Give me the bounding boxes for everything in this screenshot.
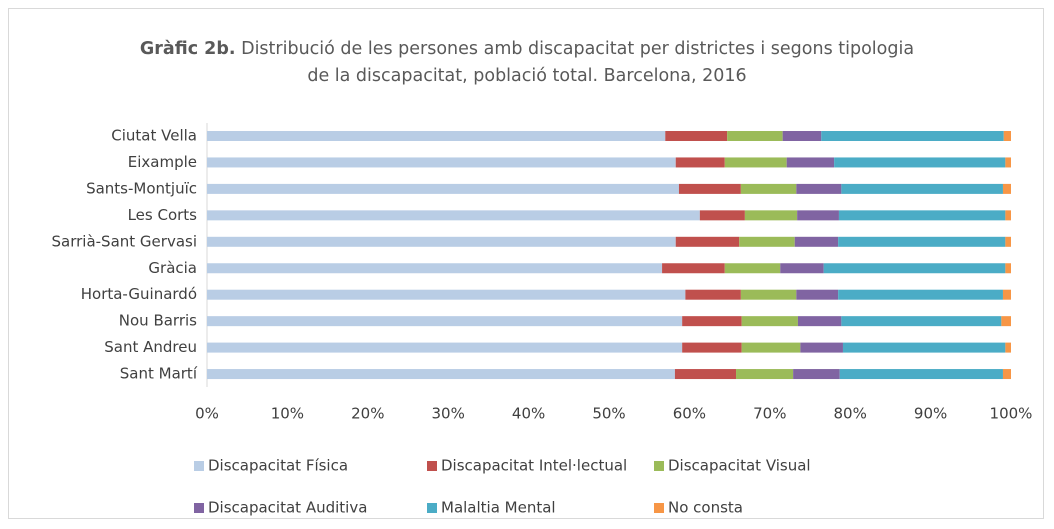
- bar-segment: [797, 210, 839, 221]
- bar-segment: [699, 210, 745, 221]
- bar-segment: [741, 316, 798, 327]
- x-tick-label: 70%: [753, 405, 786, 423]
- bar-segment: [207, 131, 666, 141]
- y-tick-label: Ciutat Vella: [111, 127, 197, 145]
- bar-segment: [207, 157, 676, 168]
- bar-segment: [207, 289, 686, 300]
- bar-segment: [1002, 289, 1011, 300]
- legend-label: Malaltia Mental: [441, 499, 556, 517]
- y-tick-label: Eixample: [128, 153, 197, 171]
- bar-segment: [842, 342, 1006, 353]
- bar-segment: [674, 369, 737, 380]
- bar-segment: [207, 316, 683, 327]
- bar-segment: [796, 289, 839, 300]
- bar-segment: [1001, 316, 1011, 327]
- bar-segment: [1005, 236, 1011, 247]
- bar-segment: [739, 236, 795, 247]
- chart-title: Gràfic 2b. Distribució de les persones a…: [137, 36, 917, 90]
- bar-segment: [841, 316, 1002, 327]
- bar-segment: [821, 131, 1004, 141]
- bar-segment: [727, 131, 783, 141]
- bar-segment: [1003, 131, 1011, 141]
- legend-swatch: [194, 461, 204, 471]
- x-tick-label: 30%: [432, 405, 465, 423]
- bar-segment: [207, 183, 679, 194]
- bar-segment: [838, 210, 1006, 221]
- bar-segment: [796, 183, 842, 194]
- x-tick-label: 40%: [512, 405, 545, 423]
- y-tick-label: Sant Andreu: [104, 338, 197, 356]
- bar-segment: [662, 263, 725, 274]
- x-tick-label: 10%: [271, 405, 304, 423]
- bar-segment: [740, 183, 797, 194]
- x-tick-label: 90%: [914, 405, 947, 423]
- bar-segment: [741, 342, 801, 353]
- x-tick-label: 80%: [834, 405, 867, 423]
- bar-segment: [675, 157, 725, 168]
- bar-segment: [682, 342, 742, 353]
- bar-segment: [793, 369, 840, 380]
- x-tick-label: 100%: [990, 405, 1033, 423]
- bar-segment: [786, 157, 835, 168]
- bar-segment: [685, 289, 741, 300]
- bar-segment: [1002, 183, 1011, 194]
- chart-frame: [8, 8, 1044, 519]
- bar-segment: [678, 183, 741, 194]
- bar-segment: [800, 342, 843, 353]
- y-tick-label: Nou Barris: [119, 312, 197, 330]
- bar-segment: [744, 210, 798, 221]
- bar-segment: [724, 263, 781, 274]
- legend-label: Discapacitat Intel·lectual: [441, 457, 627, 475]
- bar-segment: [780, 263, 824, 274]
- legend-swatch: [654, 461, 664, 471]
- legend-swatch: [427, 503, 437, 513]
- bar-segment: [838, 236, 1006, 247]
- y-tick-label: Les Corts: [128, 206, 198, 224]
- bar-segment: [207, 263, 663, 274]
- legend-label: No consta: [668, 499, 743, 517]
- x-tick-label: 60%: [673, 405, 706, 423]
- bar-segment: [724, 157, 787, 168]
- legend-swatch: [194, 503, 204, 513]
- bar-segment: [207, 236, 676, 247]
- legend-swatch: [654, 503, 664, 513]
- bar-segment: [1002, 369, 1011, 380]
- y-tick-label: Sarrià-Sant Gervasi: [52, 232, 198, 250]
- y-tick-label: Sants-Montjuïc: [86, 179, 197, 197]
- y-tick-label: Gràcia: [148, 259, 197, 277]
- y-tick-label: Sant Martí: [120, 365, 198, 383]
- bar-segment: [1005, 157, 1011, 168]
- x-tick-label: 50%: [592, 405, 625, 423]
- bar-segment: [740, 289, 797, 300]
- bar-segment: [834, 157, 1006, 168]
- bar-segment: [675, 236, 740, 247]
- bar-segment: [1005, 210, 1011, 221]
- bar-segment: [797, 316, 842, 327]
- x-tick-label: 20%: [351, 405, 384, 423]
- bar-segment: [1005, 263, 1011, 274]
- title-prefix: Gràfic 2b.: [139, 39, 236, 59]
- bar-segment: [839, 369, 1003, 380]
- legend-label: Discapacitat Visual: [668, 457, 811, 475]
- bar-segment: [682, 316, 742, 327]
- x-tick-label: 0%: [195, 405, 219, 423]
- bar-segment: [207, 342, 683, 353]
- bar-segment: [736, 369, 794, 380]
- bar-segment: [782, 131, 822, 141]
- bar-segment: [794, 236, 839, 247]
- y-tick-label: Horta-Guinardó: [81, 285, 197, 303]
- legend-swatch: [427, 461, 437, 471]
- bar-segment: [665, 131, 728, 141]
- title-text: Distribució de les persones amb discapac…: [241, 39, 915, 86]
- bar-segment: [1005, 342, 1011, 353]
- legend-label: Discapacitat Auditiva: [208, 499, 367, 517]
- bar-segment: [207, 369, 675, 380]
- legend-label: Discapacitat Física: [208, 457, 348, 475]
- bar-segment: [838, 289, 1003, 300]
- bar-segment: [207, 210, 700, 221]
- bar-segment: [841, 183, 1003, 194]
- bar-segment: [823, 263, 1006, 274]
